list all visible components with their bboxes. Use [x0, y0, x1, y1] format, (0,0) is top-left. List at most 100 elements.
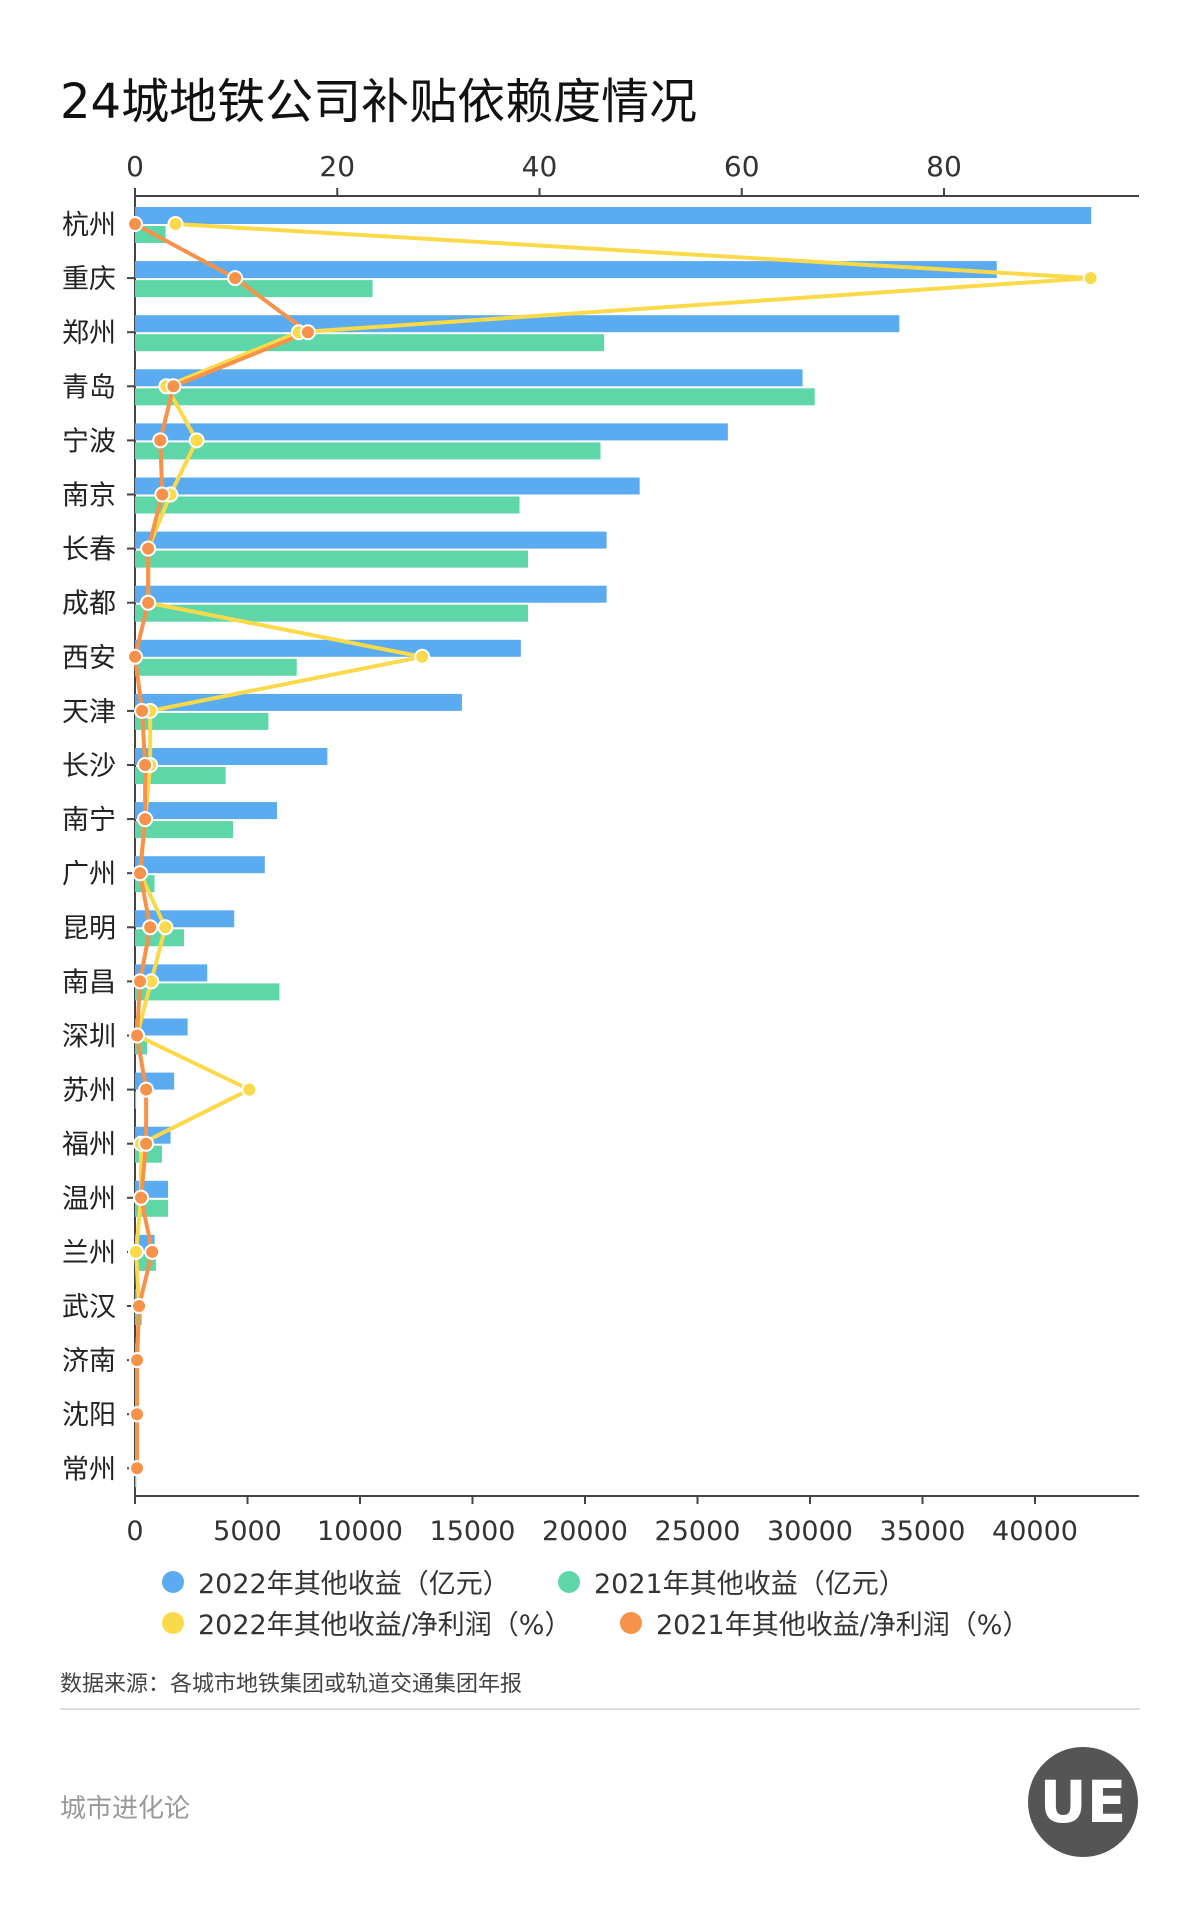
- category-label: 南宁: [62, 805, 116, 836]
- point-2021: [129, 1027, 146, 1044]
- top-tick-label: 40: [522, 150, 558, 183]
- category-label: 兰州: [62, 1238, 116, 1269]
- category-label: 青岛: [62, 372, 116, 403]
- legend-item: 2021年其他收益（亿元）: [558, 1562, 906, 1601]
- bar-2021: [135, 280, 373, 298]
- line-2021: [132, 222, 312, 1469]
- point-2021: [140, 594, 157, 611]
- top-tick-label: 20: [319, 150, 355, 183]
- bottom-tick-label: 30000: [767, 1516, 853, 1547]
- bar-2021: [135, 1470, 137, 1488]
- point-2021: [138, 1135, 155, 1152]
- point-2021: [165, 378, 182, 395]
- legend-swatch: [162, 1570, 184, 1593]
- legend-label: 2021年其他收益/净利润（%）: [656, 1610, 1030, 1641]
- point-2021: [152, 432, 169, 449]
- bar-2022: [135, 856, 265, 874]
- bar-2022: [135, 423, 728, 441]
- bar-2021: [135, 442, 601, 460]
- bar-2022: [135, 207, 1092, 224]
- category-label: 天津: [62, 697, 116, 728]
- point-2022: [414, 648, 431, 665]
- point-2021: [140, 540, 157, 557]
- divider: [60, 1708, 1140, 1710]
- bar-2021: [135, 334, 605, 352]
- legend-swatch: [558, 1570, 580, 1593]
- bar-2021: [135, 712, 269, 730]
- point-2021: [144, 1243, 161, 1260]
- point-2021: [227, 270, 244, 287]
- bar-2022: [135, 261, 997, 279]
- top-tick-label: 60: [724, 150, 760, 183]
- point-2021: [132, 865, 149, 882]
- legend-label: 2022年其他收益/净利润（%）: [198, 1610, 572, 1641]
- point-2022: [128, 1243, 145, 1260]
- point-2021: [129, 1352, 146, 1369]
- legend-item: 2022年其他收益（亿元）: [162, 1562, 510, 1601]
- category-label: 温州: [62, 1184, 116, 1215]
- bar-2022: [135, 531, 607, 549]
- bar-2022: [135, 477, 640, 495]
- bar-2021: [135, 983, 280, 1001]
- top-tick-label: 80: [926, 150, 962, 183]
- line-2022: [134, 222, 1091, 1469]
- category-label: 昆明: [62, 913, 116, 944]
- point-2021: [154, 486, 171, 503]
- bottom-tick-label: 25000: [655, 1516, 741, 1547]
- category-label: 苏州: [62, 1076, 116, 1107]
- source-note: 数据来源：各城市地铁集团或轨道交通集团年报: [60, 1672, 523, 1697]
- category-label: 常州: [62, 1454, 116, 1485]
- point-2022: [1082, 270, 1099, 287]
- bar-2021: [135, 550, 529, 568]
- category-label: 西安: [62, 643, 116, 674]
- legend-swatch: [620, 1611, 642, 1634]
- bar-2022: [135, 748, 328, 765]
- brand-logo: UE: [1028, 1747, 1138, 1857]
- legend-item: 2022年其他收益/净利润（%）: [162, 1603, 571, 1642]
- legend-swatch: [162, 1611, 184, 1634]
- category-label: 郑州: [62, 318, 116, 349]
- category-label: 长沙: [62, 751, 116, 782]
- point-2021: [142, 919, 159, 936]
- bottom-tick-label: 20000: [542, 1516, 628, 1547]
- top-tick-label: 0: [126, 150, 144, 183]
- point-2021: [131, 1298, 148, 1314]
- bar-2021: [135, 604, 529, 622]
- point-2021: [132, 973, 149, 990]
- category-label: 济南: [62, 1346, 116, 1377]
- chart-title: 24城地铁公司补贴依赖度情况: [60, 74, 698, 130]
- point-2021: [127, 648, 143, 665]
- bar-2022: [135, 802, 277, 820]
- bar-2021: [135, 496, 520, 514]
- category-label: 重庆: [62, 264, 116, 295]
- bar-2021: [135, 658, 297, 676]
- point-2021: [129, 1406, 146, 1423]
- point-2021: [138, 1081, 155, 1098]
- point-2022: [241, 1081, 258, 1098]
- bar-2021: [135, 388, 815, 406]
- category-label: 南京: [62, 481, 116, 512]
- category-label: 广州: [62, 859, 116, 890]
- bar-2022: [135, 1018, 188, 1036]
- brand-name: 城市进化论: [60, 1794, 191, 1824]
- legend-label: 2022年其他收益（亿元）: [198, 1569, 510, 1600]
- bottom-tick-label: 10000: [317, 1516, 403, 1547]
- category-label: 成都: [62, 589, 116, 620]
- point-2021: [134, 702, 151, 719]
- category-label: 福州: [62, 1130, 116, 1161]
- category-label: 宁波: [62, 426, 116, 457]
- bottom-tick-label: 40000: [992, 1516, 1078, 1547]
- category-label: 杭州: [62, 210, 116, 241]
- legend-item: 2021年其他收益/净利润（%）: [620, 1603, 1029, 1642]
- bar-2021: [135, 821, 234, 839]
- category-label: 深圳: [62, 1022, 116, 1053]
- bar-2021: [135, 767, 226, 784]
- point-2021: [137, 811, 154, 828]
- bar-2022: [135, 639, 521, 657]
- legend-label: 2021年其他收益（亿元）: [594, 1569, 906, 1600]
- point-2021: [129, 1460, 146, 1477]
- bar-2022: [135, 369, 803, 387]
- point-2021: [137, 757, 154, 773]
- category-label: 长春: [62, 535, 116, 566]
